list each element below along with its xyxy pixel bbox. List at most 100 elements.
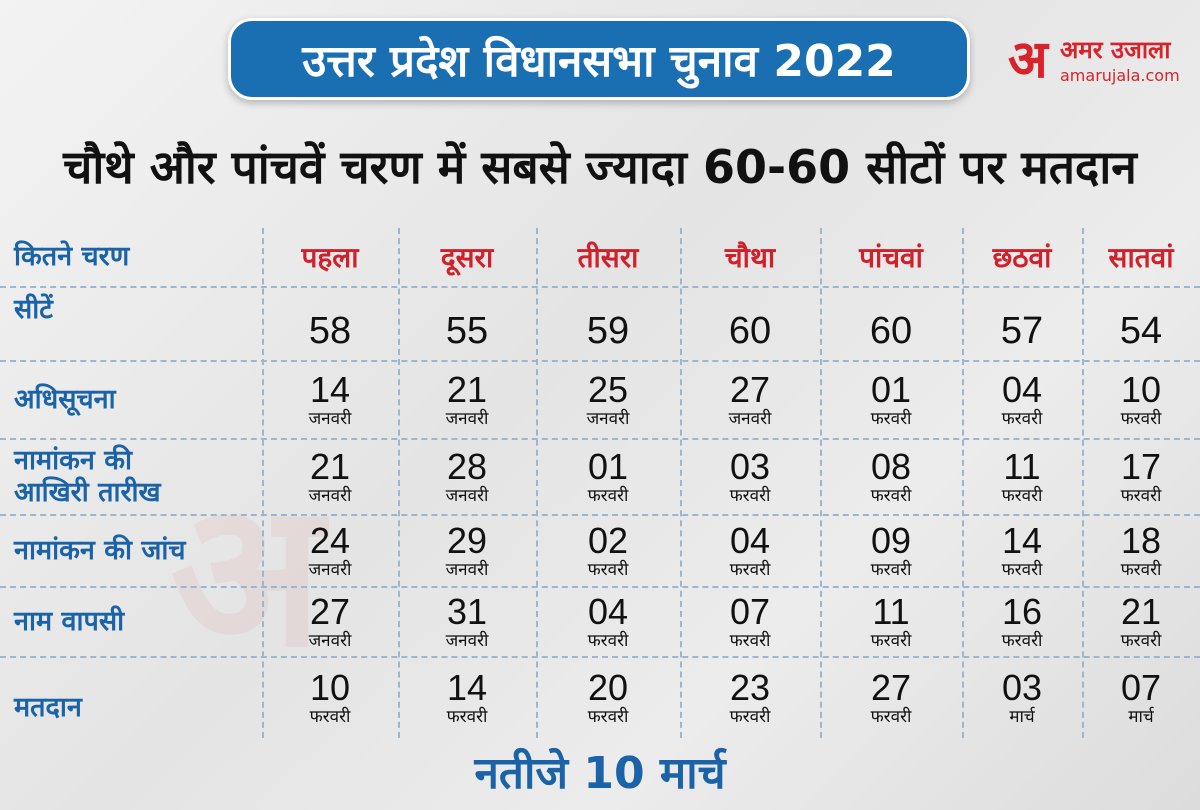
date-month: जनवरी bbox=[445, 486, 489, 506]
row-label: नामांकन की आखिरी तारीख bbox=[14, 440, 161, 514]
phase-label: चौथा bbox=[724, 241, 776, 274]
date-cell: 14 फरवरी bbox=[962, 516, 1082, 586]
seat-count: 54 bbox=[1119, 309, 1163, 352]
date-day: 04 bbox=[587, 591, 629, 632]
date-day: 10 bbox=[309, 667, 351, 708]
date-day: 01 bbox=[870, 369, 912, 410]
seat-count: 60 bbox=[728, 309, 772, 352]
column-divider bbox=[262, 228, 264, 738]
date-cell: 14 जनवरी bbox=[262, 362, 398, 438]
column-divider bbox=[1082, 228, 1084, 738]
date-month: फरवरी bbox=[446, 707, 488, 727]
date-cell: 24 जनवरी bbox=[262, 516, 398, 586]
date-cell: 04 फरवरी bbox=[680, 516, 820, 586]
phase-label: पहला bbox=[301, 241, 359, 274]
date-day: 18 bbox=[1120, 520, 1162, 561]
date-day: 14 bbox=[309, 369, 351, 410]
date-day: 11 bbox=[872, 591, 910, 632]
column-divider bbox=[536, 228, 538, 738]
seats-row: सीटें 58 55 59 60 60 57 54 bbox=[0, 288, 1200, 362]
row-label: नाम वापसी bbox=[14, 588, 124, 656]
date-cell: 14 फरवरी bbox=[398, 658, 536, 738]
date-month: फरवरी bbox=[1120, 560, 1162, 580]
date-month: जनवरी bbox=[728, 409, 772, 429]
row-label: अधिसूचना bbox=[14, 362, 116, 438]
date-cell: 01 फरवरी bbox=[536, 440, 680, 514]
date-cell: 25 जनवरी bbox=[536, 362, 680, 438]
date-day: 03 bbox=[729, 446, 771, 487]
date-day: 27 bbox=[870, 667, 912, 708]
row-label: मतदान bbox=[14, 658, 82, 738]
date-cell: 31 जनवरी bbox=[398, 588, 536, 656]
date-day: 04 bbox=[729, 520, 771, 561]
seat-count: 60 bbox=[869, 309, 913, 352]
schedule-row: नाम वापसी 27 जनवरी 31 जनवरी 04 फरवरी 07 फरवरी 11 फ… bbox=[0, 588, 1200, 658]
seats-label: सीटें bbox=[14, 294, 53, 325]
column-divider bbox=[398, 228, 400, 738]
date-cell: 03 फरवरी bbox=[680, 440, 820, 514]
date-day: 27 bbox=[729, 369, 771, 410]
date-day: 07 bbox=[1120, 667, 1162, 708]
date-day: 23 bbox=[729, 667, 771, 708]
logo-name: अमर उजाला bbox=[1060, 36, 1171, 64]
date-month: जनवरी bbox=[308, 560, 352, 580]
date-day: 31 bbox=[446, 591, 488, 632]
date-cell: 27 जनवरी bbox=[262, 588, 398, 656]
headline: चौथे और पांचवें चरण में सबसे ज्यादा 60-6… bbox=[63, 140, 1137, 194]
seat-count: 58 bbox=[308, 309, 352, 352]
column-divider bbox=[680, 228, 682, 738]
date-day: 16 bbox=[1001, 591, 1043, 632]
election-schedule-table: कितने चरण पहला दूसरा तीसरा चौथा पांचवां छठवां स… bbox=[0, 228, 1200, 738]
date-cell: 01 फरवरी bbox=[820, 362, 962, 438]
results-date: नतीजे 10 मार्च bbox=[474, 748, 726, 799]
date-month: फरवरी bbox=[587, 631, 629, 651]
date-day: 21 bbox=[309, 446, 351, 487]
date-day: 08 bbox=[870, 446, 912, 487]
schedule-row: नामांकन की आखिरी तारीख 21 जनवरी 28 जनवरी 01 फरव… bbox=[0, 440, 1200, 516]
seats-cell: 58 bbox=[262, 288, 398, 360]
date-day: 04 bbox=[1001, 369, 1043, 410]
date-day: 20 bbox=[587, 667, 629, 708]
column-divider bbox=[820, 228, 822, 738]
date-cell: 21 जनवरी bbox=[398, 362, 536, 438]
date-day: 27 bbox=[309, 591, 351, 632]
date-month: फरवरी bbox=[870, 486, 912, 506]
seat-count: 59 bbox=[586, 309, 630, 352]
phase-header-cell: छठवां bbox=[962, 228, 1082, 286]
date-month: जनवरी bbox=[308, 631, 352, 651]
row-label-text: अधिसूचना bbox=[14, 384, 116, 415]
date-cell: 21 फरवरी bbox=[1082, 588, 1200, 656]
date-month: जनवरी bbox=[445, 560, 489, 580]
date-month: फरवरी bbox=[729, 707, 771, 727]
date-month: फरवरी bbox=[870, 631, 912, 651]
date-day: 14 bbox=[446, 667, 488, 708]
phase-header-cell: चौथा bbox=[680, 228, 820, 286]
logo-mark-icon: अ bbox=[1008, 30, 1048, 90]
date-cell: 07 मार्च bbox=[1082, 658, 1200, 738]
date-cell: 10 फरवरी bbox=[1082, 362, 1200, 438]
schedule-row: मतदान 10 फरवरी 14 फरवरी 20 फरवरी 23 फरवरी 27 फरवरी… bbox=[0, 658, 1200, 738]
date-day: 25 bbox=[587, 369, 629, 410]
column-divider bbox=[962, 228, 964, 738]
row-label-line: आखिरी तारीख bbox=[14, 477, 161, 508]
row-label-text: मतदान bbox=[14, 692, 82, 723]
phase-label: सातवां bbox=[1108, 241, 1174, 274]
date-month: फरवरी bbox=[1120, 409, 1162, 429]
date-day: 28 bbox=[446, 446, 488, 487]
phase-label: पांचवां bbox=[859, 241, 923, 274]
phase-label: तीसरा bbox=[577, 241, 639, 274]
date-cell: 17 फरवरी bbox=[1082, 440, 1200, 514]
date-month: मार्च bbox=[1009, 707, 1035, 727]
date-day: 03 bbox=[1001, 667, 1043, 708]
seats-cell: 54 bbox=[1082, 288, 1200, 360]
date-month: फरवरी bbox=[1001, 409, 1043, 429]
date-month: फरवरी bbox=[1120, 631, 1162, 651]
date-day: 21 bbox=[1120, 591, 1162, 632]
date-day: 17 bbox=[1120, 446, 1162, 487]
date-day: 09 bbox=[870, 520, 912, 561]
seats-cell: 60 bbox=[680, 288, 820, 360]
date-month: जनवरी bbox=[445, 409, 489, 429]
phase-header-row: कितने चरण पहला दूसरा तीसरा चौथा पांचवां छठवां स… bbox=[0, 228, 1200, 288]
header-title-banner: उत्तर प्रदेश विधानसभा चुनाव 2022 bbox=[228, 18, 970, 100]
date-cell: 18 फरवरी bbox=[1082, 516, 1200, 586]
